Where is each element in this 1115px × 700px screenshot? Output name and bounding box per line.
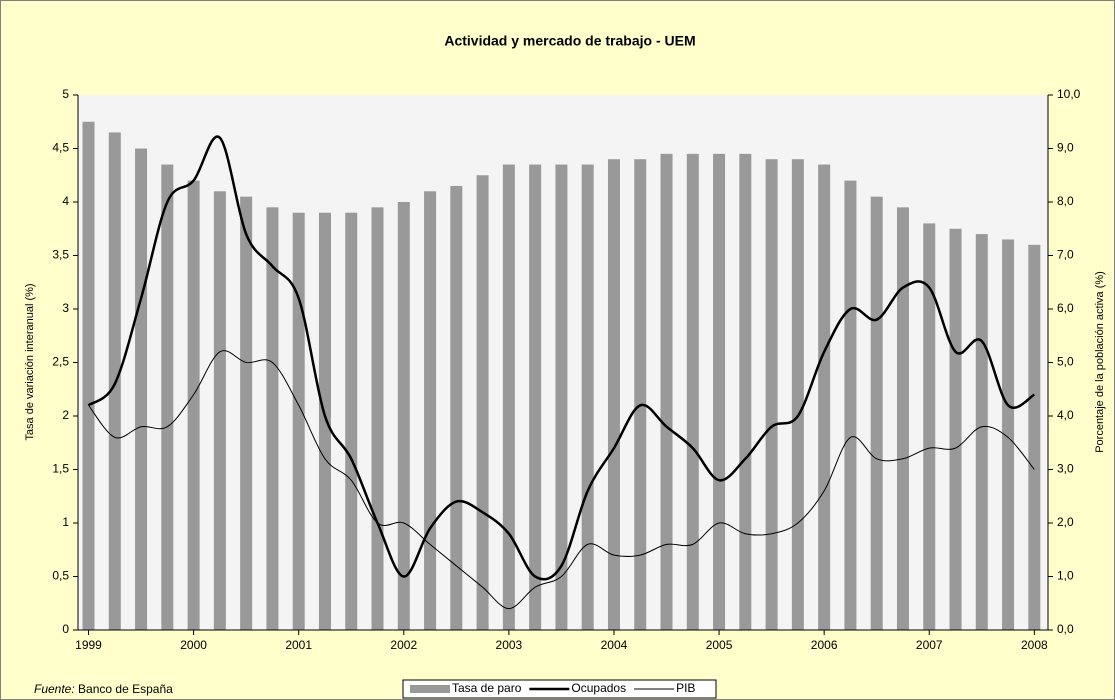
bar <box>502 164 515 631</box>
bar <box>923 223 936 630</box>
bar <box>634 159 647 630</box>
legend-label: Ocupados <box>571 681 626 695</box>
bar <box>161 164 174 631</box>
bar <box>713 153 726 630</box>
y2-axis-label: Porcentaje de la población activa (%) <box>1094 271 1106 453</box>
y2-tick-label: 7,0 <box>1057 248 1074 262</box>
x-tick-label: 2002 <box>390 638 417 652</box>
bar <box>1002 239 1015 630</box>
y-tick-label: 1,5 <box>52 462 69 476</box>
chart-title: Actividad y mercado de trabajo - UEM <box>444 33 695 49</box>
bar <box>187 180 200 630</box>
y2-tick-label: 8,0 <box>1057 194 1074 208</box>
bar <box>1028 244 1041 631</box>
x-tick-label: 2000 <box>180 638 207 652</box>
y-tick-label: 2,5 <box>52 355 69 369</box>
bar <box>791 159 804 630</box>
source-note: Fuente: Banco de España <box>34 682 173 696</box>
bar <box>397 202 410 630</box>
y-tick-label: 5 <box>62 87 69 101</box>
y-tick-label: 0 <box>62 622 69 636</box>
y-tick-label: 3,5 <box>52 248 69 262</box>
bar <box>660 153 673 630</box>
bar <box>581 164 594 631</box>
bar <box>345 212 358 630</box>
x-tick-label: 2001 <box>285 638 312 652</box>
y2-tick-label: 1,0 <box>1057 569 1074 583</box>
line <box>88 350 1035 610</box>
bar <box>135 148 148 630</box>
x-tick-label: 2005 <box>706 638 733 652</box>
bar <box>765 159 778 630</box>
bar <box>213 191 226 631</box>
y-tick-label: 2 <box>62 408 69 422</box>
x-tick-label: 2004 <box>601 638 628 652</box>
y2-tick-label: 0,0 <box>1057 622 1074 636</box>
x-tick-label: 2006 <box>811 638 838 652</box>
line <box>87 135 1036 581</box>
x-tick-label: 2003 <box>496 638 523 652</box>
bar <box>529 164 542 631</box>
y2-tick-label: 10,0 <box>1057 87 1081 101</box>
bar <box>975 234 988 630</box>
bar <box>607 159 620 630</box>
bar <box>266 207 279 630</box>
bar <box>424 191 437 631</box>
legend-swatch <box>410 685 450 693</box>
x-tick-label: 2008 <box>1021 638 1048 652</box>
bar <box>870 196 883 630</box>
bar <box>82 121 95 630</box>
bar <box>555 164 568 631</box>
bar <box>739 153 752 630</box>
y2-tick-label: 6,0 <box>1057 301 1074 315</box>
y-tick-label: 3 <box>62 301 69 315</box>
bar <box>450 185 463 630</box>
y2-tick-label: 3,0 <box>1057 462 1074 476</box>
bar <box>818 164 831 631</box>
bar <box>318 212 331 630</box>
bar <box>371 207 384 630</box>
y-tick-label: 0,5 <box>52 569 69 583</box>
bar <box>949 228 962 630</box>
legend-label: PIB <box>676 681 695 695</box>
source-text: Banco de España <box>78 682 173 696</box>
y2-tick-label: 9,0 <box>1057 141 1074 155</box>
y-axis-label: Tasa de variación interanual (%) <box>24 283 36 440</box>
bar <box>844 180 857 630</box>
source-label: Fuente: <box>34 682 75 696</box>
legend-label: Tasa de paro <box>452 681 522 695</box>
bar <box>292 212 305 630</box>
x-tick-label: 1999 <box>75 638 102 652</box>
x-tick-label: 2007 <box>916 638 943 652</box>
y-tick-label: 4 <box>62 194 69 208</box>
bar <box>686 153 699 630</box>
bar <box>896 207 909 630</box>
bar <box>476 175 489 630</box>
y2-tick-label: 2,0 <box>1057 515 1074 529</box>
y2-tick-label: 5,0 <box>1057 355 1074 369</box>
y2-tick-label: 4,0 <box>1057 408 1074 422</box>
y-tick-label: 4,5 <box>52 141 69 155</box>
y-tick-label: 1 <box>62 515 69 529</box>
bar <box>240 196 253 630</box>
